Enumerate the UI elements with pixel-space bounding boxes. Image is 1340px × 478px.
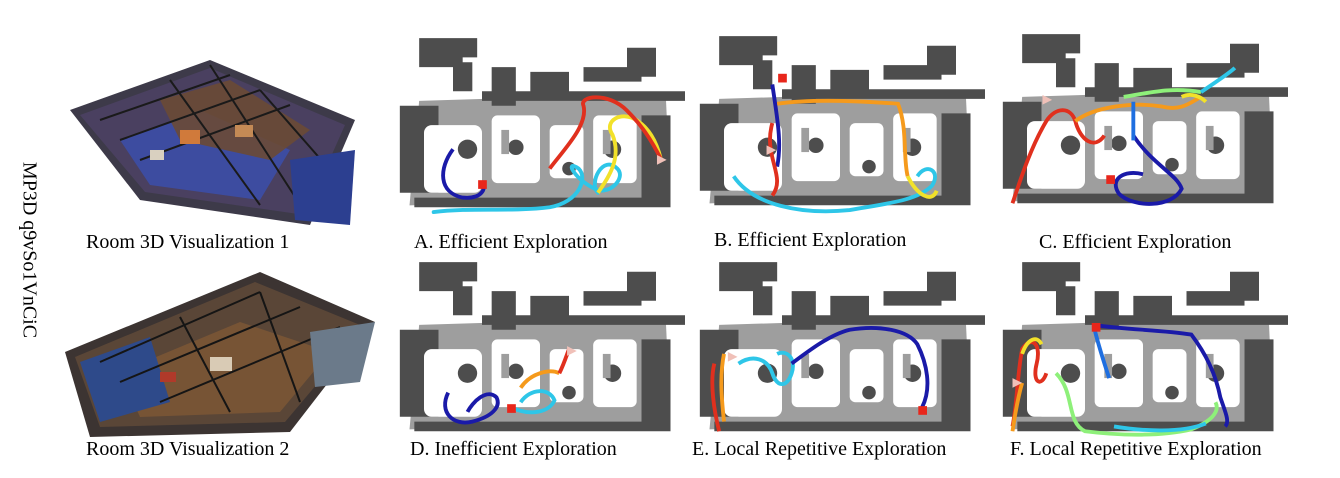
panel-caption-c: C. Efficient Exploration bbox=[1039, 231, 1231, 254]
goal-marker bbox=[1092, 323, 1101, 332]
trajectory-map-a bbox=[395, 30, 685, 225]
panel-caption-f: F. Local Repetitive Exploration bbox=[1010, 438, 1262, 461]
trajectory-map-b bbox=[695, 28, 985, 223]
render-caption-2: Room 3D Visualization 2 bbox=[86, 438, 289, 461]
trajectory-map-d bbox=[395, 254, 685, 449]
goal-marker bbox=[1106, 175, 1115, 184]
goal-marker bbox=[478, 180, 487, 189]
panel-caption-d: D. Inefficient Exploration bbox=[410, 438, 617, 461]
goal-marker bbox=[778, 74, 787, 83]
room-3d-render-2 bbox=[60, 262, 380, 442]
panel-caption-a: A. Efficient Exploration bbox=[414, 231, 607, 254]
panel-caption-b: B. Efficient Exploration bbox=[714, 229, 906, 252]
trajectory-map-e bbox=[695, 254, 985, 449]
dataset-scene-label-text: MP3D q9vSo1VnCiC bbox=[18, 162, 41, 338]
render-caption-1: Room 3D Visualization 1 bbox=[86, 231, 289, 254]
trajectory-map-c bbox=[998, 26, 1288, 221]
room-3d-render-1 bbox=[60, 40, 360, 230]
panel-caption-e: E. Local Repetitive Exploration bbox=[692, 438, 946, 461]
trajectory-map-f bbox=[998, 254, 1288, 449]
goal-marker bbox=[507, 404, 516, 413]
goal-marker bbox=[918, 406, 927, 415]
dataset-scene-label: MP3D q9vSo1VnCiC bbox=[14, 150, 44, 350]
